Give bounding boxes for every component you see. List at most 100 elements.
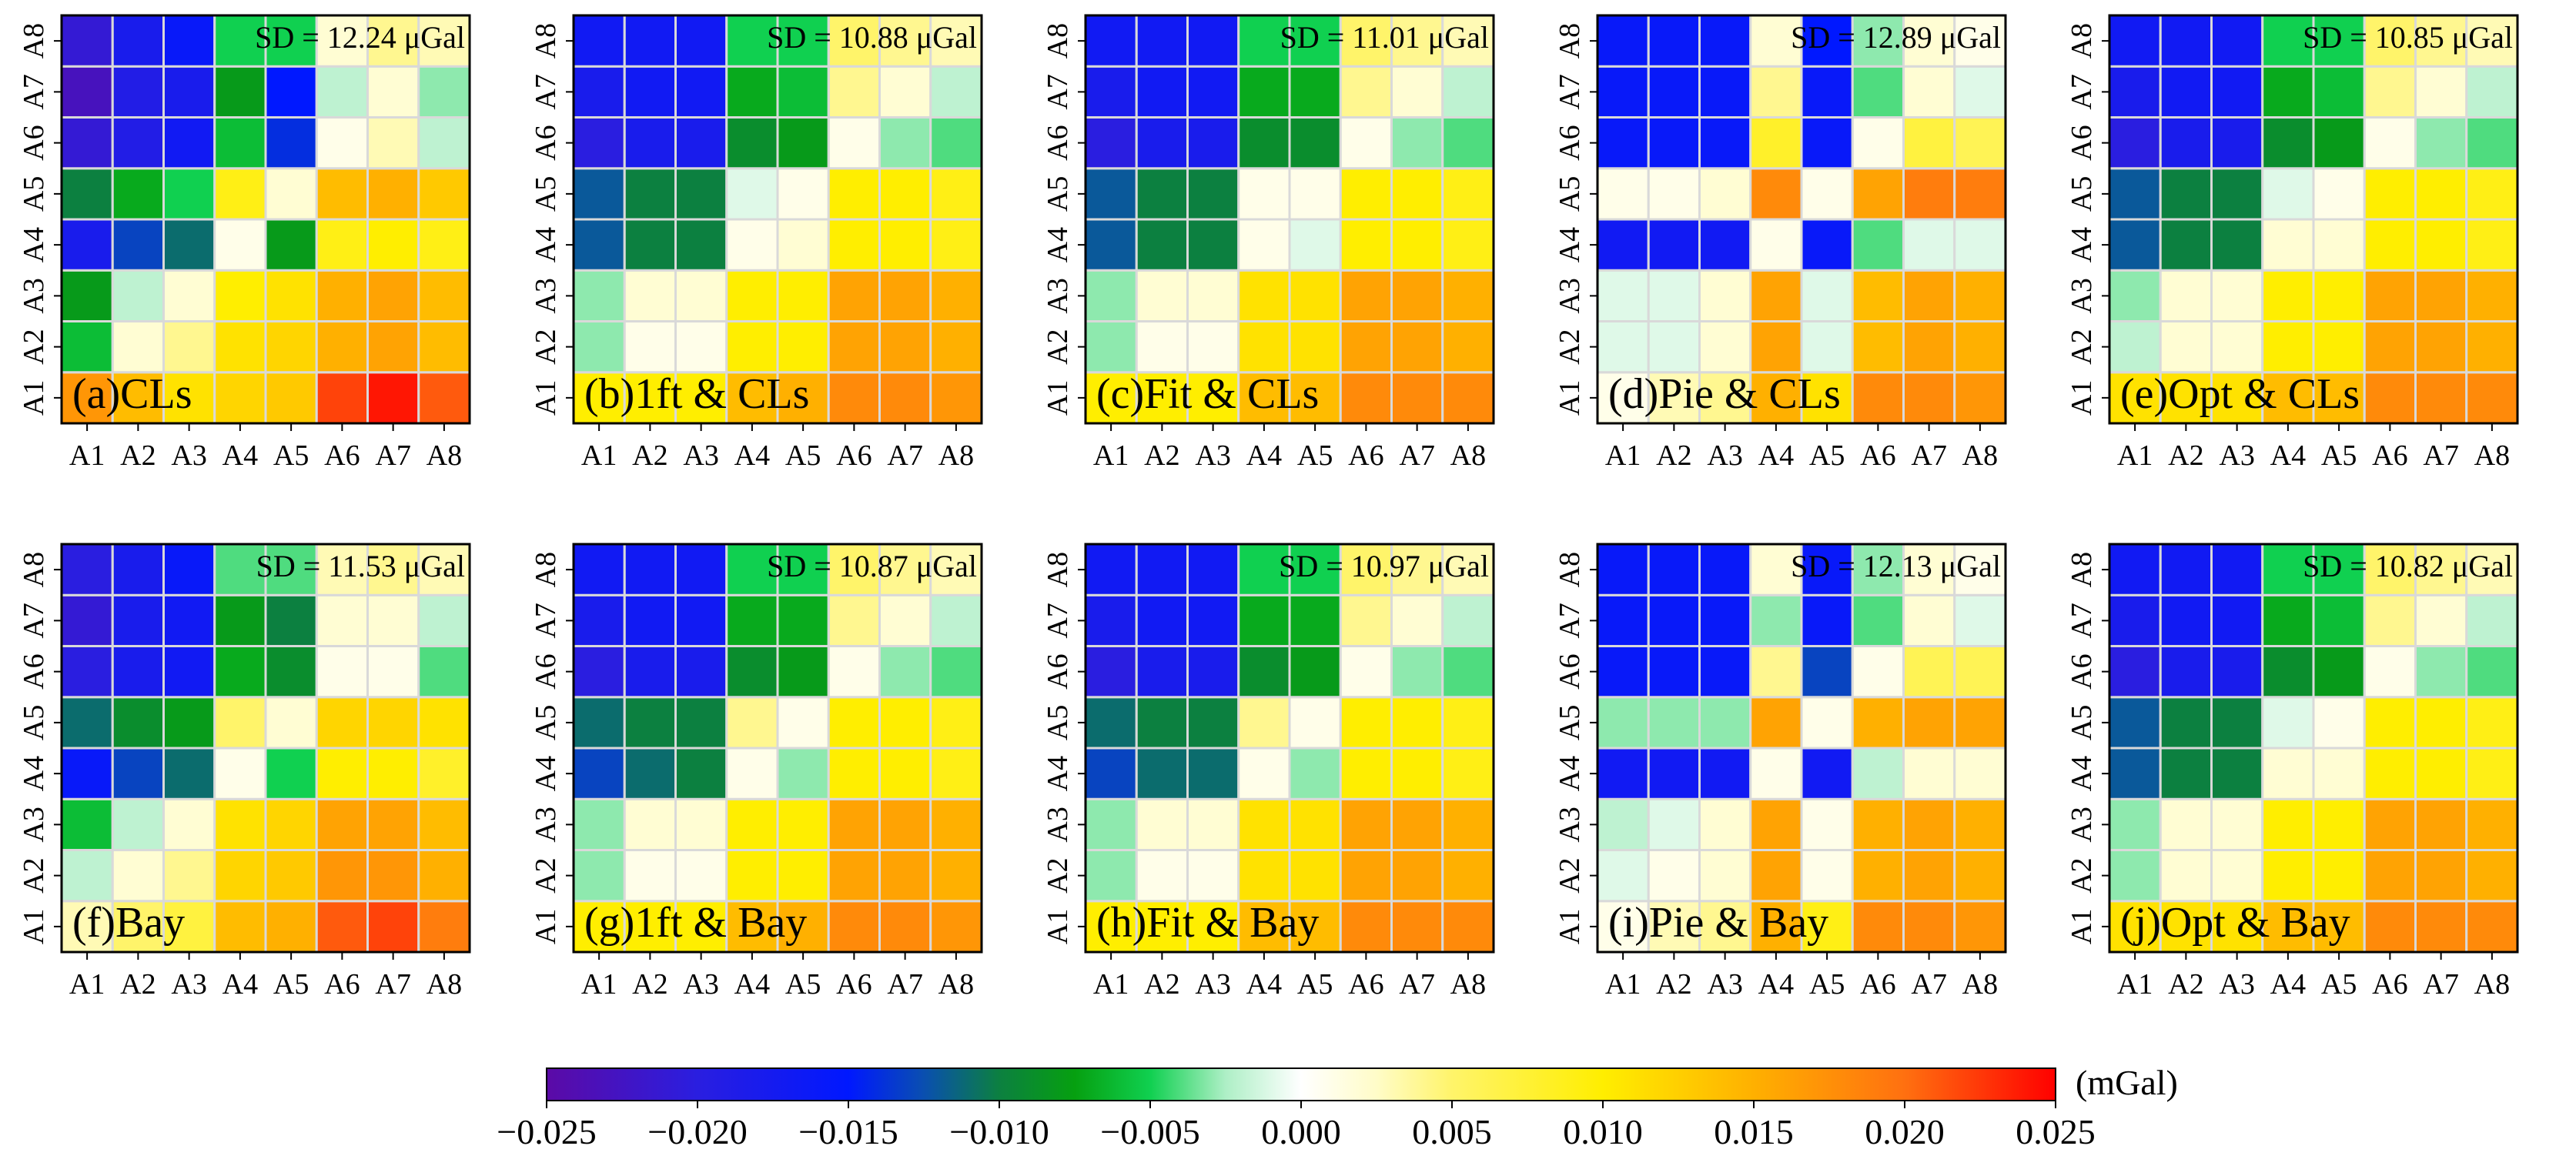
heatmap-cell [1902,900,1956,954]
heatmap-cell [623,797,677,851]
heatmap-cell [2414,320,2468,374]
heatmap-cell [1749,747,1803,800]
panel-label: (g)1ft & Bay [584,899,807,947]
heatmap-cell [60,797,114,851]
x-tick-label: A8 [2474,439,2510,472]
heatmap-cell [2261,269,2315,322]
heatmap-cell [1390,593,1444,647]
sd-annotation: SD = 10.88 μGal [767,20,977,55]
heatmap-cell [623,167,677,221]
heatmap-cell [417,14,471,68]
y-tick-label: A6 [18,125,50,160]
heatmap-cell [1851,696,1905,750]
y-tick-label: A7 [530,74,562,109]
heatmap-cell [1851,218,1905,272]
heatmap-cell [725,269,779,322]
heatmap-cell [2108,797,2162,851]
y-tick-label: A3 [1554,807,1586,842]
sd-annotation: SD = 10.85 μGal [2303,20,2513,55]
x-tick-label: A5 [1297,439,1333,472]
heatmap-cell [1902,593,1956,647]
heatmap-cell [264,320,318,374]
heatmap-cell [1339,167,1393,221]
y-tick-label: A6 [2066,653,2098,689]
x-tick-label: A6 [324,968,360,1001]
x-tick-label: A1 [69,968,105,1001]
heatmap-cell [2108,218,2162,272]
heatmap-cell [2108,593,2162,647]
heatmap-cell [417,320,471,374]
heatmap-cell [2108,747,2162,800]
y-tick-label: A7 [2066,74,2098,109]
heatmap-cell [776,645,830,699]
panel-label: (c)Fit & CLs [1096,370,1319,418]
heatmap-cell [213,269,267,322]
heatmap-cell [1596,645,1650,699]
x-tick-label: A3 [1195,439,1230,472]
heatmap-cell [572,696,626,750]
heatmap-cell [2465,645,2519,699]
heatmap-cell [1647,900,1701,954]
heatmap-cell [1800,269,1854,322]
heatmap-cell [1135,14,1189,68]
heatmap-cell [162,116,216,170]
heatmap-cell [1953,116,2007,170]
heatmap-cell [1135,849,1189,903]
heatmap-cell [572,14,626,68]
heatmap-cell [1902,747,1956,800]
heatmap-cell [674,747,728,800]
heatmap-cell [213,593,267,647]
heatmap-panel: A1 A2 A3 A4 A5 A6 A7 A8 A1 A2 A3 A4 A5 A6 A7 A8 (a)CLs SD… [18,14,471,472]
sd-annotation: SD = 12.24 μGal [255,20,465,55]
y-tick-label: A4 [18,227,50,262]
x-tick-label: A2 [1656,439,1691,472]
heatmap-cell [315,269,369,322]
heatmap-cell [2414,747,2468,800]
heatmap-cell [2261,797,2315,851]
heatmap-cell [1237,645,1291,699]
heatmap-cell [2465,116,2519,170]
heatmap-cell [1800,849,1854,903]
heatmap-cell [827,593,881,647]
y-tick-label: A4 [2066,756,2098,791]
heatmap-cell [1390,696,1444,750]
colorbar-tick-label: −0.010 [949,1112,1049,1151]
heatmap-cell [827,371,881,425]
heatmap-cell [2414,65,2468,119]
heatmap-cell [2261,747,2315,800]
heatmap-cell [111,696,165,750]
y-tick-label: A2 [2066,329,2098,364]
heatmap-cell [1288,747,1342,800]
heatmap-cell [929,900,983,954]
y-tick-label: A4 [530,756,562,791]
y-tick-label: A5 [1042,176,1074,212]
colorbar-tick-label: −0.015 [798,1112,898,1151]
heatmap-cell [2414,218,2468,272]
heatmap-cell [1186,747,1240,800]
heatmap-cell [878,747,932,800]
heatmap-cell [1084,218,1138,272]
x-tick-label: A8 [1962,968,1998,1001]
heatmap-cell [1084,849,1138,903]
x-tick-label: A5 [1809,439,1845,472]
heatmap-cell [2159,14,2213,68]
heatmap-cell [1441,320,1495,374]
heatmap-cell [2312,320,2366,374]
heatmap-cell [2312,593,2366,647]
heatmap-cell [1902,116,1956,170]
x-tick-label: A4 [2270,439,2306,472]
heatmap-cell [1084,167,1138,221]
x-tick-label: A5 [785,968,821,1001]
heatmap-cell [264,849,318,903]
heatmap-cell [1135,543,1189,596]
heatmap-cell [315,218,369,272]
heatmap-cell [1749,218,1803,272]
heatmap-cell [366,371,420,425]
y-tick-label: A1 [1554,380,1586,416]
heatmap-cell [366,167,420,221]
heatmap-cell [111,14,165,68]
heatmap-cell [1084,320,1138,374]
heatmap-cell [1647,14,1701,68]
heatmap-cell [315,116,369,170]
heatmap-cell [2261,167,2315,221]
